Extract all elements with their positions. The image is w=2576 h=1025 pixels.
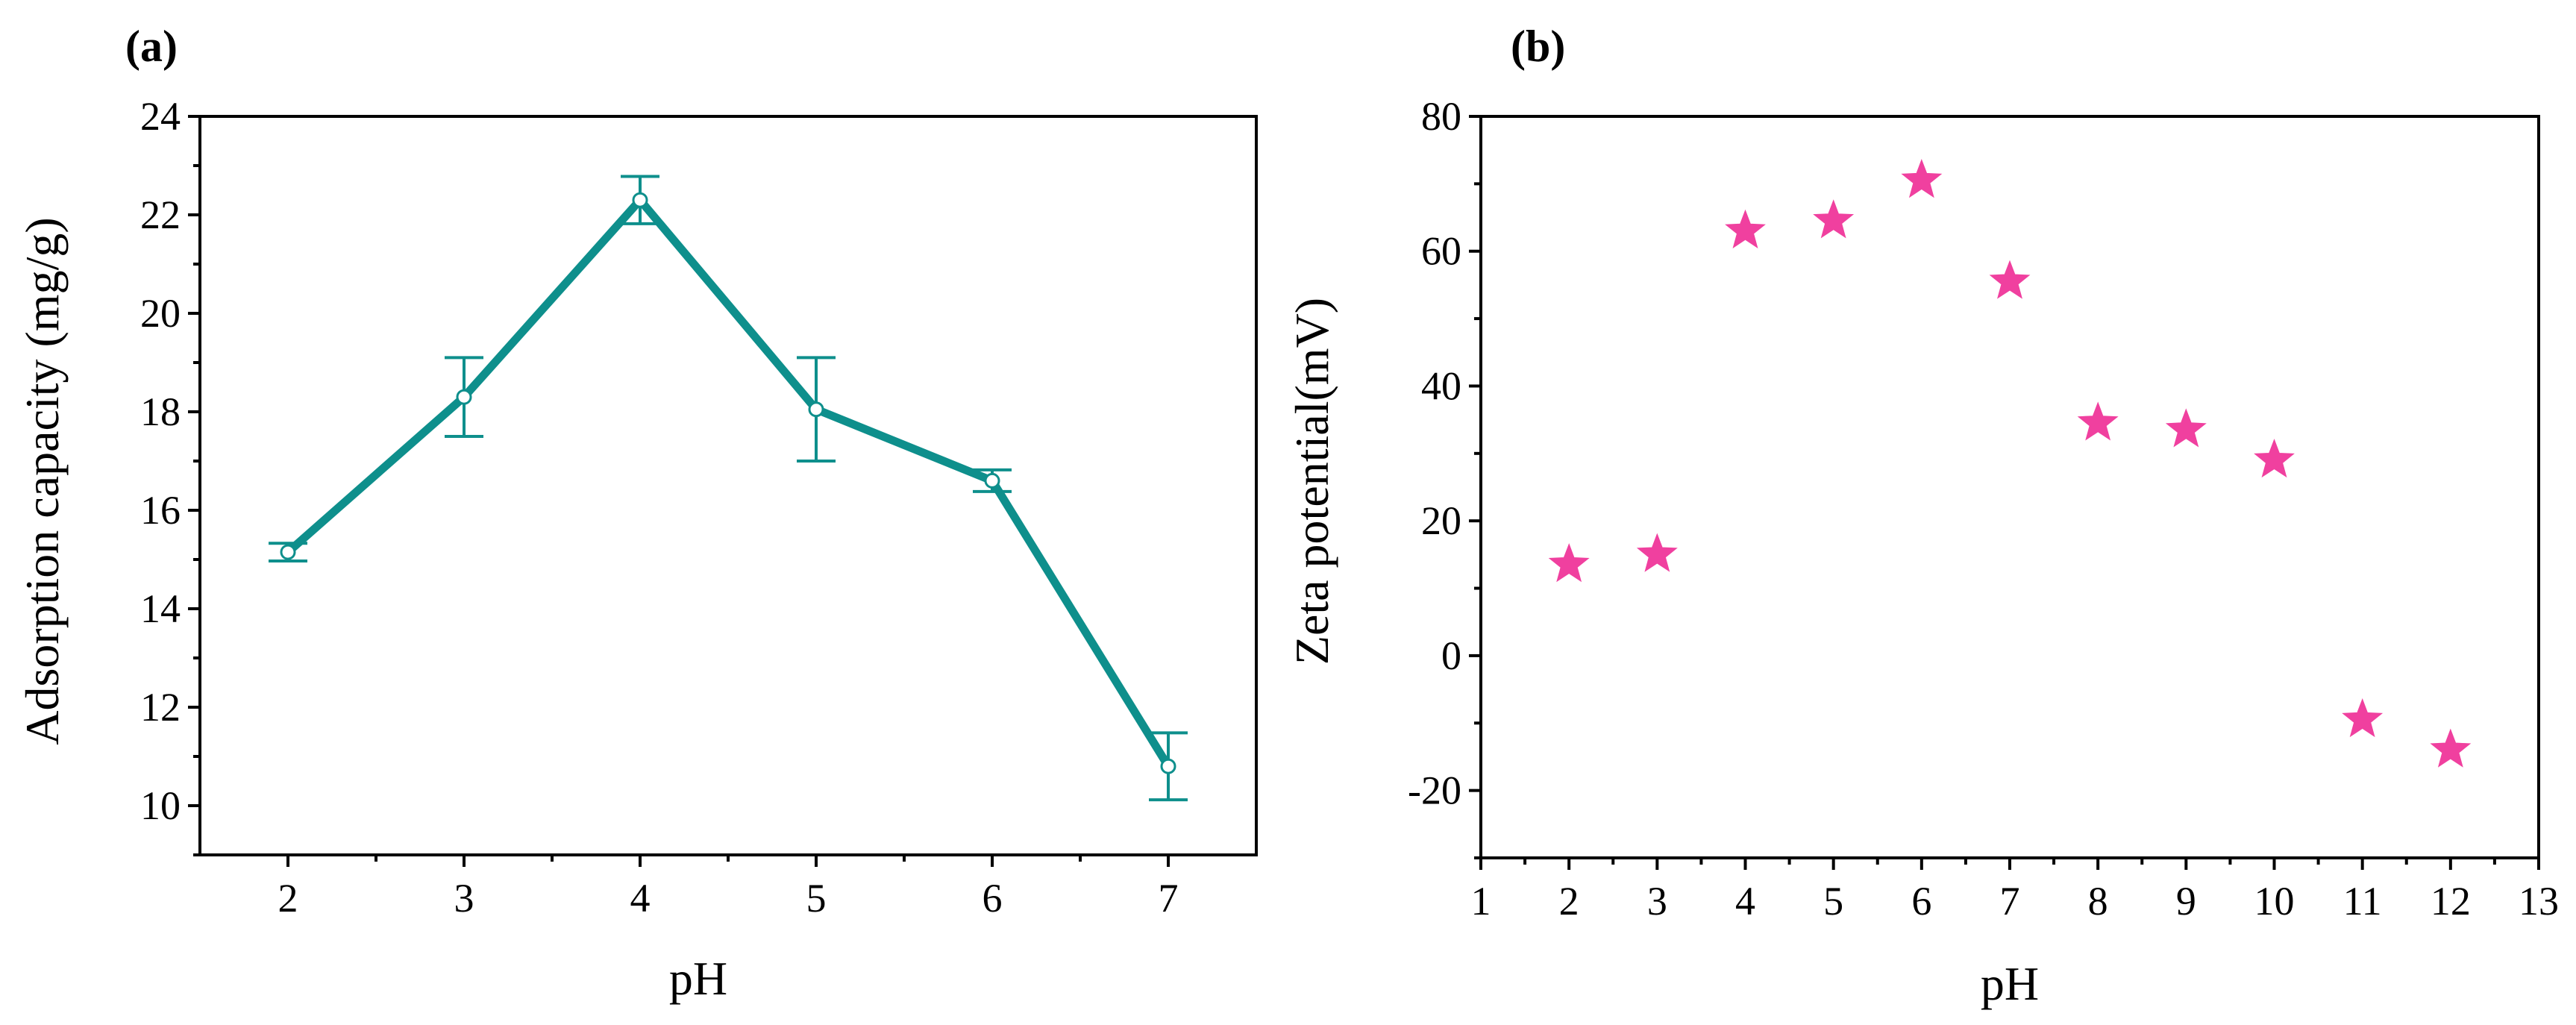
- panel-b-x-tick-label: 6: [1911, 879, 1931, 924]
- panel-b-marks: [1548, 158, 2472, 768]
- panel-a-y-tick-label: 10: [140, 783, 181, 828]
- panel-b-y-tick-label: 60: [1421, 229, 1461, 274]
- panel-a-x-axis-title: pH: [669, 952, 727, 1005]
- panel-a-marks: [269, 175, 1188, 802]
- panel-b-y-tick-label: -20: [1408, 768, 1461, 813]
- panel-a-x-tick-label: 6: [983, 876, 1003, 921]
- panel-b-x-tick-label: 7: [2000, 879, 2020, 924]
- panel-b-x-tick-label: 3: [1647, 879, 1667, 924]
- panel-b-label: (b): [1511, 22, 1565, 71]
- panel-b-x-tick-label: 13: [2519, 879, 2559, 924]
- panel-b-data-point: [2077, 401, 2119, 441]
- panel-b-y-axis-title: Zeta potential(mV): [1285, 298, 1338, 665]
- panel-b-x-tick-label: 11: [2343, 879, 2382, 924]
- panel-b-data-point: [1725, 209, 1766, 248]
- panel-b-y-tick-label: 20: [1421, 498, 1461, 543]
- panel-b-y-tick-label: 0: [1441, 633, 1461, 678]
- panel-a-label: (a): [125, 22, 178, 71]
- panel-b-data-point: [1813, 199, 1855, 239]
- panel-a-x-tick-label: 2: [278, 876, 298, 921]
- panel-b-x-tick-label: 8: [2088, 879, 2108, 924]
- panel-a-y-tick-label: 20: [140, 291, 181, 336]
- panel-a-data-point: [984, 472, 1000, 489]
- panel-a-data-point: [280, 544, 296, 560]
- panel-b-data-point: [1636, 533, 1678, 572]
- panel-b-data-point: [1548, 543, 1590, 583]
- panel-b-frame: [1479, 115, 2540, 859]
- panel-b-x-tick-label: 1: [1471, 879, 1491, 924]
- panel-b-x-tick-label: 10: [2254, 879, 2295, 924]
- panel-a-x-tick-label: 4: [630, 876, 651, 921]
- panel-a-x-tick-label: 3: [454, 876, 474, 921]
- panel-a-y-tick-label: 24: [140, 94, 181, 139]
- panel-a-data-point: [456, 389, 472, 405]
- panel-b-y-tick-label: 40: [1421, 363, 1461, 408]
- panel-b: (b) Zeta potential(mV) pH 1 2 3 4 5 6 7 8 9 10 11 1…: [1285, 22, 2559, 1010]
- panel-b-data-point: [1989, 260, 2031, 299]
- panel-a-y-tick-label: 16: [140, 488, 181, 533]
- panel-a-y-tick-label: 14: [140, 586, 181, 631]
- panel-a: (a) Adsorption capacity (mg/g) pH 2 3 4 5 6 7…: [16, 22, 1258, 1005]
- panel-a-y-tick-label: 22: [140, 192, 181, 237]
- panel-b-data-point: [2430, 728, 2472, 768]
- panel-a-data-point: [808, 401, 824, 418]
- panel-a-y-tick-label: 18: [140, 389, 181, 434]
- panel-b-data-point: [2342, 698, 2384, 738]
- panel-b-x-tick-label: 12: [2431, 879, 2471, 924]
- panel-a-x-tick-label: 5: [806, 876, 827, 921]
- panel-b-data-point: [2165, 408, 2207, 448]
- panel-b-y-tick-label: 80: [1421, 94, 1461, 139]
- panel-a-y-axis-title: Adsorption capacity (mg/g): [16, 217, 69, 745]
- panel-b-data-point: [1901, 158, 1943, 198]
- panel-a-data-point: [1160, 758, 1176, 774]
- panel-b-x-tick-label: 4: [1735, 879, 1755, 924]
- panel-b-x-tick-label: 9: [2176, 879, 2196, 924]
- panel-a-frame: [198, 115, 1258, 856]
- panel-b-data-point: [2254, 439, 2295, 478]
- panel-a-y-tick-label: 12: [140, 685, 181, 730]
- panel-b-x-axis-title: pH: [1981, 957, 2039, 1010]
- panel-b-x-tick-label: 5: [1823, 879, 1843, 924]
- panel-a-x-tick-label: 7: [1159, 876, 1179, 921]
- panel-a-series-line: [285, 195, 1172, 769]
- panel-a-ticks: 2 3 4 5 6 7 10 12 14 16 18 20 22 24: [140, 94, 1179, 921]
- panel-a-data-point: [632, 192, 648, 208]
- panel-b-x-tick-label: 2: [1559, 879, 1579, 924]
